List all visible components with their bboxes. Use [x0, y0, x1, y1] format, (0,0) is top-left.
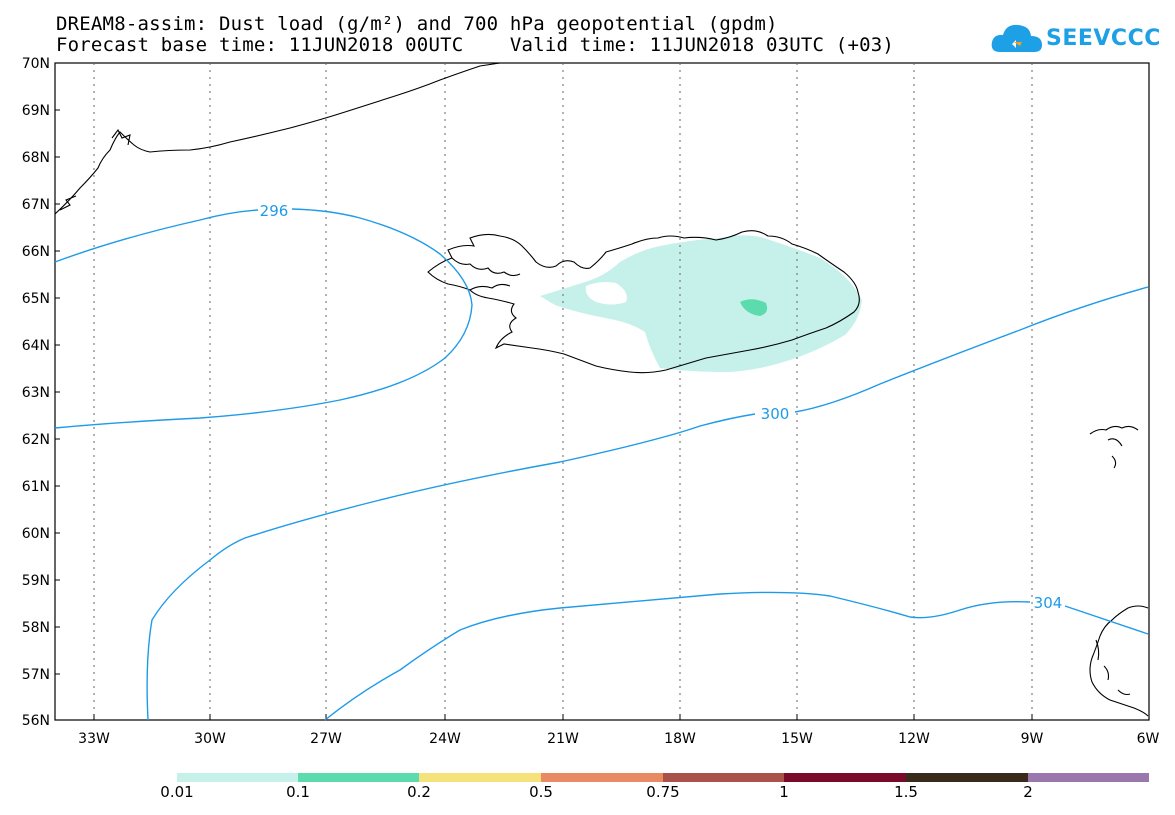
- seevccc-logo: SEEVCCC: [990, 20, 1160, 62]
- lon-label: 9W: [1021, 731, 1044, 747]
- lat-label: 65N: [22, 291, 50, 307]
- contour-300: [146, 286, 1149, 721]
- cloud-icon: [991, 24, 1042, 52]
- latitude-labels: 70N 69N 68N 67N 66N 65N 64N 63N 62N 61N …: [22, 56, 50, 729]
- colorbar-label: 0.75: [646, 783, 680, 801]
- dust-shading: [540, 235, 862, 372]
- colorbar-label: 0.01: [160, 783, 194, 801]
- lon-label: 6W: [1137, 731, 1160, 747]
- contour-label: 304: [1034, 594, 1063, 612]
- colorbar-segment: [906, 773, 1028, 782]
- contour-296: [54, 208, 473, 429]
- colorbar-segment: [663, 773, 784, 782]
- colorbar-label: 1: [779, 783, 789, 801]
- contour-label: 296: [260, 202, 289, 220]
- colorbar-segment: [177, 773, 298, 782]
- colorbar-label: 1.5: [894, 783, 918, 801]
- colorbar: [177, 773, 1149, 782]
- colorbar-segment: [1028, 773, 1149, 782]
- dust-area-clear: [585, 282, 627, 305]
- lat-label: 70N: [22, 56, 50, 72]
- lat-label: 62N: [22, 432, 50, 448]
- lat-label: 58N: [22, 620, 50, 636]
- colorbar-segment: [419, 773, 541, 782]
- axis-ticks: [55, 62, 1033, 720]
- lat-label: 61N: [22, 479, 50, 495]
- map-subtitle: Forecast base time: 11JUN2018 00UTC Vali…: [56, 34, 895, 56]
- contour-label: 300: [761, 405, 790, 423]
- iceland-westfjords: [451, 257, 521, 291]
- lon-label: 27W: [310, 731, 342, 747]
- contour-labels: 296 300 304: [260, 202, 1063, 612]
- lat-label: 67N: [22, 197, 50, 213]
- dust-area-low: [540, 235, 862, 372]
- lon-label: 24W: [429, 731, 461, 747]
- plot-frame: [54, 62, 1150, 721]
- lat-label: 66N: [22, 244, 50, 260]
- iceland-coast: [427, 230, 860, 374]
- colorbar-segment: [298, 773, 419, 782]
- colorbar-label: 2: [1023, 783, 1033, 801]
- contour-304: [324, 591, 1149, 721]
- lon-label: 15W: [781, 731, 813, 747]
- lat-label: 69N: [22, 103, 50, 119]
- lon-label: 21W: [547, 731, 579, 747]
- lon-label: 30W: [194, 731, 226, 747]
- lon-label: 18W: [664, 731, 696, 747]
- map-title: DREAM8-assim: Dust load (g/m²) and 700 h…: [56, 13, 778, 35]
- geopotential-contours: [54, 208, 1149, 721]
- lat-label: 64N: [22, 338, 50, 354]
- colorbar-segment: [784, 773, 906, 782]
- lat-label: 56N: [22, 713, 50, 729]
- lat-label: 63N: [22, 385, 50, 401]
- coastlines: [54, 62, 1149, 717]
- colorbar-label: 0.1: [286, 783, 310, 801]
- scotland-coast: [1089, 605, 1149, 717]
- graticule: [93, 63, 1033, 720]
- faroe-islands: [1089, 425, 1139, 469]
- lat-label: 59N: [22, 573, 50, 589]
- colorbar-label: 0.2: [407, 783, 431, 801]
- greenland-coast: [54, 62, 501, 215]
- logo-text: SEEVCCC: [1046, 26, 1161, 51]
- lat-label: 57N: [22, 667, 50, 683]
- lat-label: 68N: [22, 150, 50, 166]
- longitude-labels: 33W 30W 27W 24W 21W 18W 15W 12W 9W 6W: [78, 731, 1159, 747]
- lon-label: 12W: [898, 731, 930, 747]
- dust-area-mid: [740, 299, 768, 316]
- greenland-coast-detail: [59, 128, 131, 211]
- lon-label: 33W: [78, 731, 110, 747]
- colorbar-label: 0.5: [529, 783, 553, 801]
- hebrides: [1095, 639, 1131, 696]
- lat-label: 60N: [22, 526, 50, 542]
- colorbar-segment: [541, 773, 663, 782]
